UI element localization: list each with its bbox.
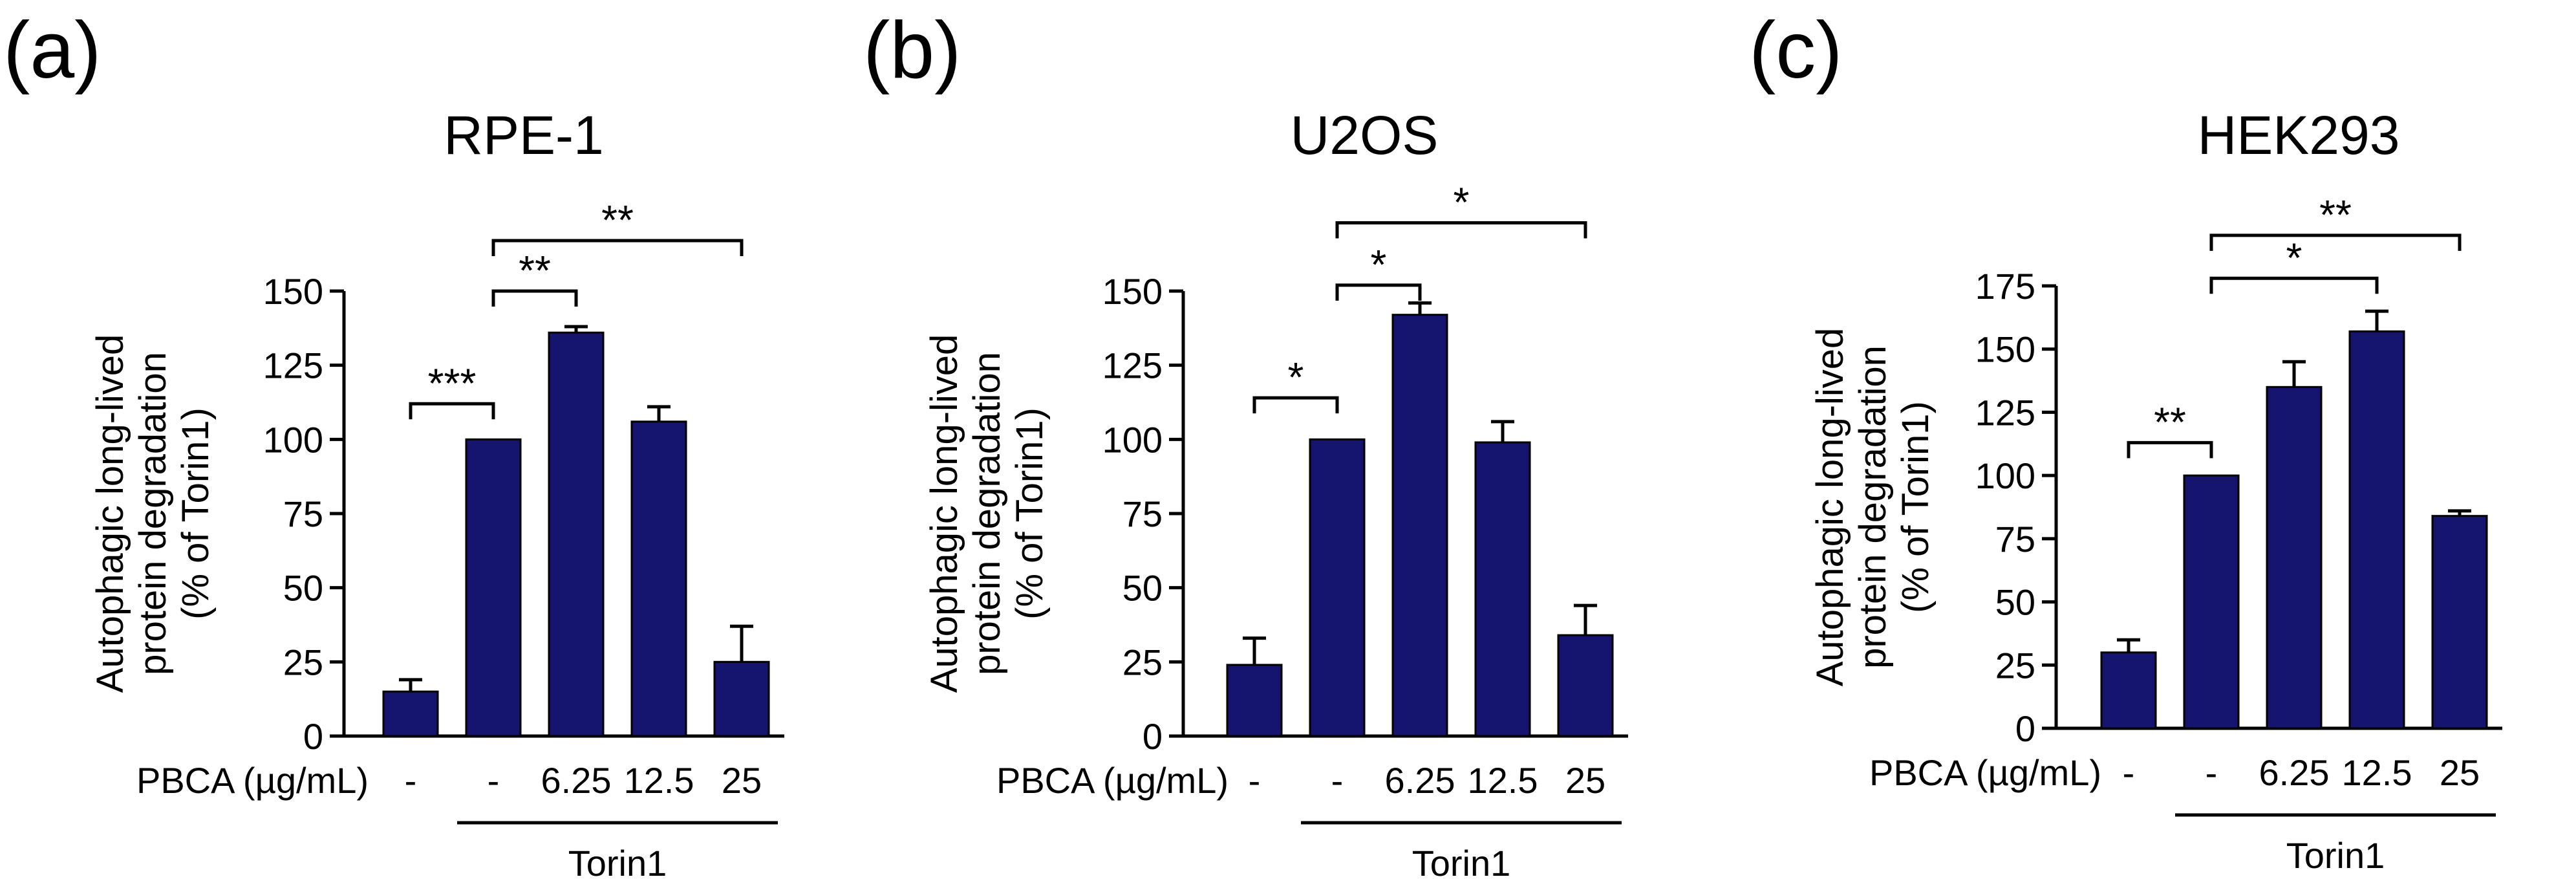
y-axis-label-line: protein degradation	[1852, 345, 1894, 669]
y-tick-label: 125	[263, 345, 323, 386]
category-label: 25	[1565, 760, 1605, 801]
panel-letter: (c)	[1749, 6, 1843, 95]
significance-label: **	[2319, 191, 2352, 238]
y-tick-label: 50	[1995, 582, 2035, 623]
y-axis-label-line: Autophagic long-lived	[1809, 328, 1851, 687]
y-tick-label: 50	[283, 568, 323, 609]
y-tick-label: 0	[1143, 716, 1163, 757]
y-tick-label: 175	[1975, 266, 2035, 307]
category-label: 6.25	[1385, 760, 1455, 801]
group-label: Torin1	[1412, 843, 1511, 879]
category-label: -	[488, 760, 500, 801]
category-label: -	[2123, 752, 2135, 793]
bar	[2183, 474, 2240, 730]
y-axis-label-line: Autophagic long-lived	[923, 334, 965, 693]
y-axis-label-line: (% of Torin1)	[175, 407, 217, 620]
significance-label: ***	[428, 360, 477, 406]
y-tick-label: 125	[1102, 345, 1163, 386]
y-axis-label-line: (% of Torin1)	[1894, 401, 1937, 613]
category-label: 12.5	[624, 760, 694, 801]
category-label: -	[405, 760, 417, 801]
significance-label: *	[1454, 179, 1470, 226]
chart-panel-2: (b) U2OS Autophagic long-lived protein degr…	[863, 6, 1628, 879]
bar	[2431, 515, 2488, 730]
significance-bracket	[2127, 440, 2213, 459]
category-label: 12.5	[1468, 760, 1538, 801]
significance-label: **	[601, 197, 634, 243]
y-tick-label: 25	[1995, 645, 2035, 686]
y-axis-label: Autophagic long-lived protein degradation…	[1809, 328, 1937, 687]
bar	[1226, 664, 1283, 737]
category-label: -	[2206, 752, 2218, 793]
y-tick-label: 100	[263, 419, 323, 460]
x-row-label: PBCA (µg/mL)	[136, 760, 369, 801]
significance-bracket	[1335, 221, 1587, 239]
category-label: -	[1331, 760, 1344, 801]
significance-bracket	[409, 402, 495, 420]
y-axis-label: Autophagic long-lived protein degradation…	[89, 334, 217, 693]
y-tick-label: 100	[1102, 419, 1163, 460]
significance-label: **	[519, 247, 551, 294]
x-row-label: PBCA (µg/mL)	[996, 760, 1229, 801]
significance-bracket	[2209, 233, 2462, 251]
bar	[548, 331, 605, 737]
bar	[1309, 438, 1366, 737]
category-label: 25	[722, 760, 762, 801]
bar	[382, 690, 439, 737]
bar	[1557, 634, 1614, 737]
chart-title: HEK293	[2198, 105, 2400, 166]
group-label: Torin1	[2286, 835, 2385, 876]
group-label: Torin1	[568, 843, 667, 879]
chart-title: RPE-1	[444, 105, 603, 166]
y-tick-label: 150	[263, 271, 323, 312]
bar	[1474, 441, 1531, 737]
bar	[1391, 314, 1448, 737]
chart-panel-1: (a) RPE-1 Autophagic long-lived protein deg…	[3, 6, 784, 879]
y-axis-label-line: (% of Torin1)	[1009, 407, 1051, 620]
chart-panel-3: (c) HEK293 Autophagic long-lived protein de…	[1749, 6, 2502, 876]
bar	[2100, 651, 2157, 730]
significance-bracket	[491, 239, 744, 257]
category-label: 6.25	[2259, 752, 2330, 793]
y-axis-label-line: protein degradation	[966, 352, 1008, 675]
bar	[465, 438, 522, 737]
bar	[2266, 385, 2323, 730]
bar	[2348, 330, 2405, 730]
significance-bracket	[491, 289, 578, 307]
significance-bracket	[1252, 396, 1339, 414]
y-axis-label-line: protein degradation	[132, 352, 174, 675]
y-tick-label: 25	[1122, 642, 1163, 682]
bar	[713, 660, 770, 737]
category-label: -	[1249, 760, 1261, 801]
significance-label: *	[1371, 241, 1387, 288]
category-label: 12.5	[2342, 752, 2412, 793]
significance-bracket	[1335, 283, 1422, 301]
y-tick-label: 0	[303, 716, 323, 757]
significance-label: **	[2154, 398, 2186, 445]
y-tick-label: 0	[2015, 708, 2035, 749]
panel-letter: (a)	[3, 6, 102, 95]
category-label: 25	[2440, 752, 2480, 793]
chart-title: U2OS	[1291, 105, 1439, 166]
y-tick-label: 150	[1975, 329, 2035, 370]
y-tick-label: 100	[1975, 455, 2035, 496]
significance-label: *	[1288, 354, 1304, 400]
y-tick-label: 25	[283, 642, 323, 682]
y-tick-label: 75	[1122, 494, 1163, 534]
y-tick-label: 50	[1122, 568, 1163, 609]
y-tick-label: 150	[1102, 271, 1163, 312]
y-tick-label: 125	[1975, 392, 2035, 433]
y-axis-label-line: Autophagic long-lived	[89, 334, 131, 693]
x-row-label: PBCA (µg/mL)	[1869, 752, 2101, 793]
significance-label: *	[2286, 234, 2302, 281]
y-axis-label: Autophagic long-lived protein degradation…	[923, 334, 1051, 693]
category-label: 6.25	[541, 760, 612, 801]
y-tick-label: 75	[283, 494, 323, 534]
panel-letter: (b)	[863, 6, 961, 95]
bar	[630, 420, 687, 737]
significance-bracket	[2209, 276, 2379, 294]
y-tick-label: 75	[1995, 519, 2035, 559]
